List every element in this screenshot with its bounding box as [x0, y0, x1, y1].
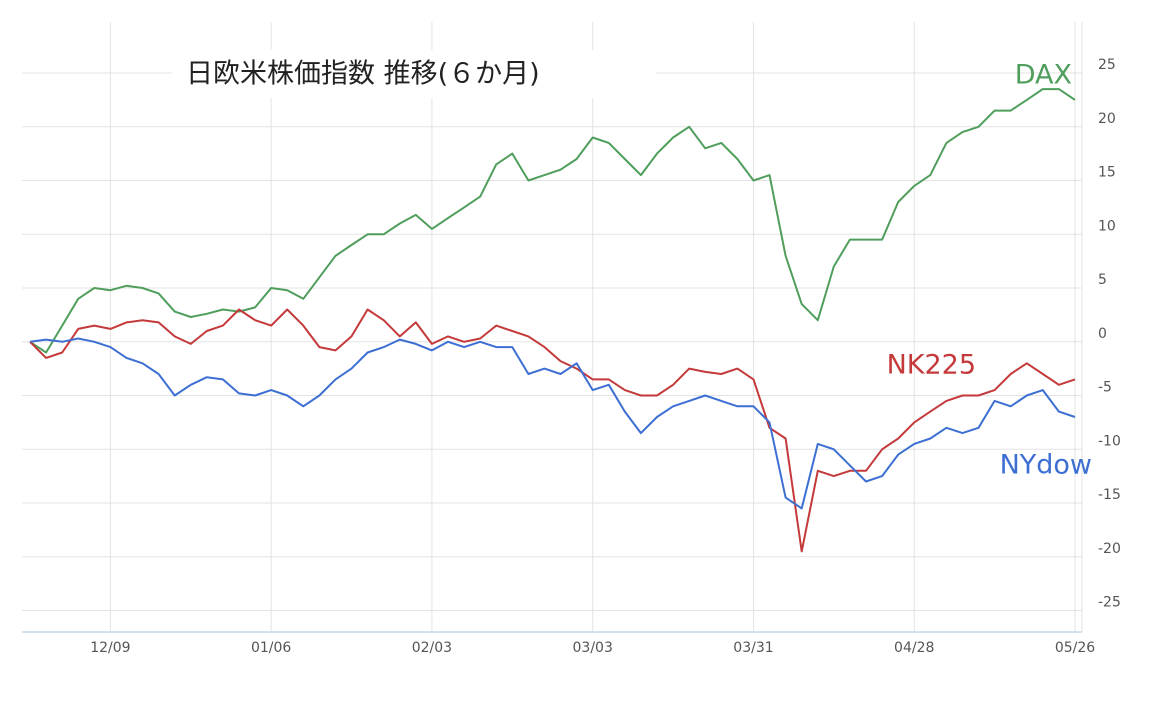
- x-tick-label: 02/03: [412, 640, 452, 656]
- x-tick-label: 12/09: [90, 640, 130, 656]
- x-tick-label: 05/26: [1055, 640, 1095, 656]
- title-box: [172, 50, 656, 98]
- x-tick-label: 03/31: [733, 640, 773, 656]
- series-label: DAX: [1015, 60, 1072, 91]
- series-label: NK225: [887, 350, 976, 381]
- plot-background: [10, 15, 1110, 665]
- y-tick-label: -5: [1098, 380, 1112, 396]
- x-tick-label: 04/28: [894, 640, 934, 656]
- y-tick-label: 10: [1098, 218, 1116, 234]
- x-tick-label: 01/06: [251, 640, 291, 656]
- y-tick-label: -20: [1098, 541, 1121, 557]
- y-tick-label: -25: [1098, 595, 1121, 611]
- y-tick-label: 5: [1098, 272, 1107, 288]
- series-line: [29, 88, 1076, 354]
- y-tick-label: 20: [1098, 111, 1116, 127]
- series-line: [29, 308, 1076, 553]
- y-tick-label: -10: [1098, 433, 1121, 449]
- series-line: [29, 337, 1076, 510]
- chart-title: 日欧米株価指数 推移(６か月): [186, 59, 540, 90]
- x-tick-label: 03/03: [573, 640, 613, 656]
- y-tick-label: 25: [1098, 57, 1116, 73]
- y-tick-label: -15: [1098, 487, 1121, 503]
- lines: DAX NK225 NYdow: [29, 60, 1092, 553]
- series-label: NYdow: [1000, 450, 1092, 481]
- y-tick-label: 0: [1098, 326, 1107, 342]
- y-tick-label: 15: [1098, 165, 1116, 181]
